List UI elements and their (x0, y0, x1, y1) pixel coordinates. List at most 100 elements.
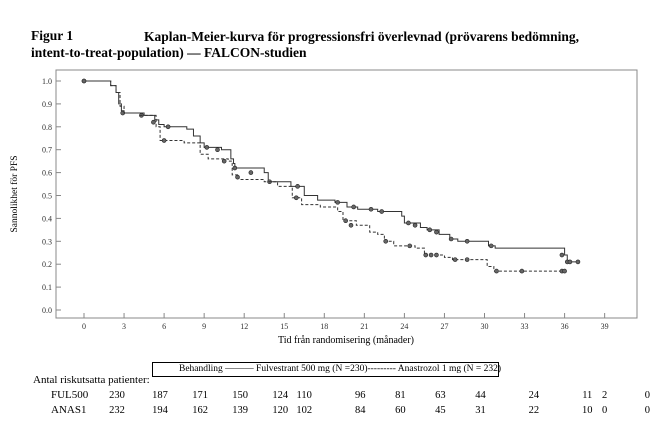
risk-cell: 110 (296, 390, 312, 401)
risk-cell: 63 (435, 390, 446, 401)
censor-marker (428, 252, 434, 258)
censor-marker (559, 252, 565, 258)
risk-cell: 22 (528, 405, 540, 416)
censor-marker (488, 243, 494, 249)
censor-marker (562, 268, 567, 274)
censor-marker (335, 200, 340, 205)
x-axis: 0 3 6 9 12 15 18 21 24 27 30 33 36 39 (82, 313, 609, 331)
y-tick-label: 0.9 (42, 100, 52, 109)
y-tick-label: 0.7 (42, 146, 52, 155)
censor-marker (151, 119, 156, 125)
y-tick-label: 0.5 (42, 192, 52, 201)
legend-text: Behandling ——— Fulvestrant 500 mg (N =23… (179, 364, 502, 374)
censor-marker (448, 236, 454, 242)
risk-table-label: Antal riskutsatta patienter: (33, 374, 150, 386)
censor-marker (406, 220, 411, 226)
risk-cell: 10 (582, 405, 593, 416)
y-tick-label: 1.0 (42, 77, 52, 86)
censor-marker (519, 268, 525, 274)
risk-cell: 102 (296, 405, 313, 416)
x-axis-label: Tid från randomisering (månader) (278, 335, 414, 346)
censor-marker (427, 227, 433, 233)
risk-cell: 31 (475, 405, 486, 416)
censor-marker (464, 257, 470, 262)
censor-marker (379, 209, 385, 214)
censor-marker (343, 218, 348, 223)
censor-marker (165, 124, 171, 130)
censor-marker (383, 239, 389, 244)
y-axis-label: Sannolikhet för PFS (9, 155, 20, 232)
risk-row-name: ANAS1 (51, 404, 87, 416)
censor-marker (161, 138, 167, 143)
risk-cell: 187 (152, 390, 168, 401)
x-tick-label: 21 (360, 322, 368, 331)
censor-marker (407, 243, 413, 249)
censor-marker (248, 170, 254, 175)
censor-marker (412, 222, 418, 228)
censor-marker (293, 195, 299, 201)
risk-cell: 0 (644, 405, 650, 416)
y-tick-label: 0.6 (42, 169, 52, 178)
risk-cell: 124 (272, 390, 289, 401)
x-tick-label: 9 (202, 322, 206, 331)
censor-marker (81, 78, 87, 84)
risk-cell: 139 (232, 405, 249, 416)
x-tick-label: 39 (601, 322, 609, 331)
risk-cell: 96 (355, 390, 366, 401)
censor-marker (295, 184, 300, 189)
figure-title: Kaplan-Meier-kurva för progressionsfri ö… (144, 29, 579, 44)
risk-cell: 171 (192, 390, 208, 401)
censor-marker (452, 257, 458, 262)
x-tick-label: 30 (481, 322, 489, 331)
censor-marker (464, 239, 470, 244)
censor-marker (423, 252, 429, 258)
risk-cell: 44 (475, 390, 486, 401)
censor-marker (368, 206, 374, 212)
risk-cell: 0 (601, 405, 608, 416)
plot-frame (55, 69, 638, 319)
x-tick-label: 15 (280, 322, 288, 331)
y-tick-label: 0.2 (42, 260, 52, 269)
risk-cell: 194 (152, 405, 168, 416)
risk-cell: 120 (272, 405, 289, 416)
y-tick-label: 0.4 (42, 214, 52, 223)
y-tick-label: 0.3 (42, 237, 52, 246)
x-tick-label: 18 (320, 322, 328, 331)
risk-cell: 81 (395, 390, 406, 401)
y-tick-label: 0.0 (42, 306, 52, 315)
x-tick-label: 33 (521, 322, 529, 331)
risk-cell: 60 (395, 405, 406, 416)
censor-marker (221, 158, 227, 164)
figure-label: Figur 1 (31, 28, 74, 43)
censor-marker (351, 204, 356, 210)
x-tick-label: 6 (162, 322, 166, 331)
risk-cell: 45 (435, 405, 446, 416)
x-tick-label: 27 (440, 322, 448, 331)
figure-title-line2: intent-to-treat-population) — FALCON-stu… (31, 45, 307, 60)
censor-marker (204, 145, 210, 150)
censor-marker (567, 259, 573, 265)
risk-cell: 2 (601, 390, 608, 401)
risk-row-name: FUL500 (51, 389, 89, 401)
x-tick-label: 36 (561, 322, 569, 331)
x-tick-label: 12 (240, 322, 248, 331)
censor-marker (494, 268, 499, 274)
risk-cell: 11 (582, 390, 593, 401)
x-tick-label: 24 (400, 322, 408, 331)
risk-cell: 150 (232, 390, 249, 401)
censor-marker (348, 222, 354, 228)
censor-marker (235, 174, 240, 180)
risk-cell: 230 (109, 390, 125, 401)
censor-marker (434, 252, 439, 258)
x-tick-label: 3 (122, 322, 126, 331)
censor-marker (232, 165, 238, 171)
y-tick-label: 0.8 (42, 123, 52, 132)
y-tick-label: 0.1 (42, 283, 52, 292)
risk-cell: 24 (528, 390, 540, 401)
risk-cell: 84 (355, 405, 366, 416)
y-axis: 0.0 0.1 0.2 0.3 0.4 0.5 0.6 0.7 0.8 0.9 1.0 (42, 77, 61, 315)
censor-marker (215, 147, 220, 152)
legend: Behandling ——— Fulvestrant 500 mg (N =23… (152, 362, 502, 377)
series-line-fulvestrant (84, 80, 578, 263)
